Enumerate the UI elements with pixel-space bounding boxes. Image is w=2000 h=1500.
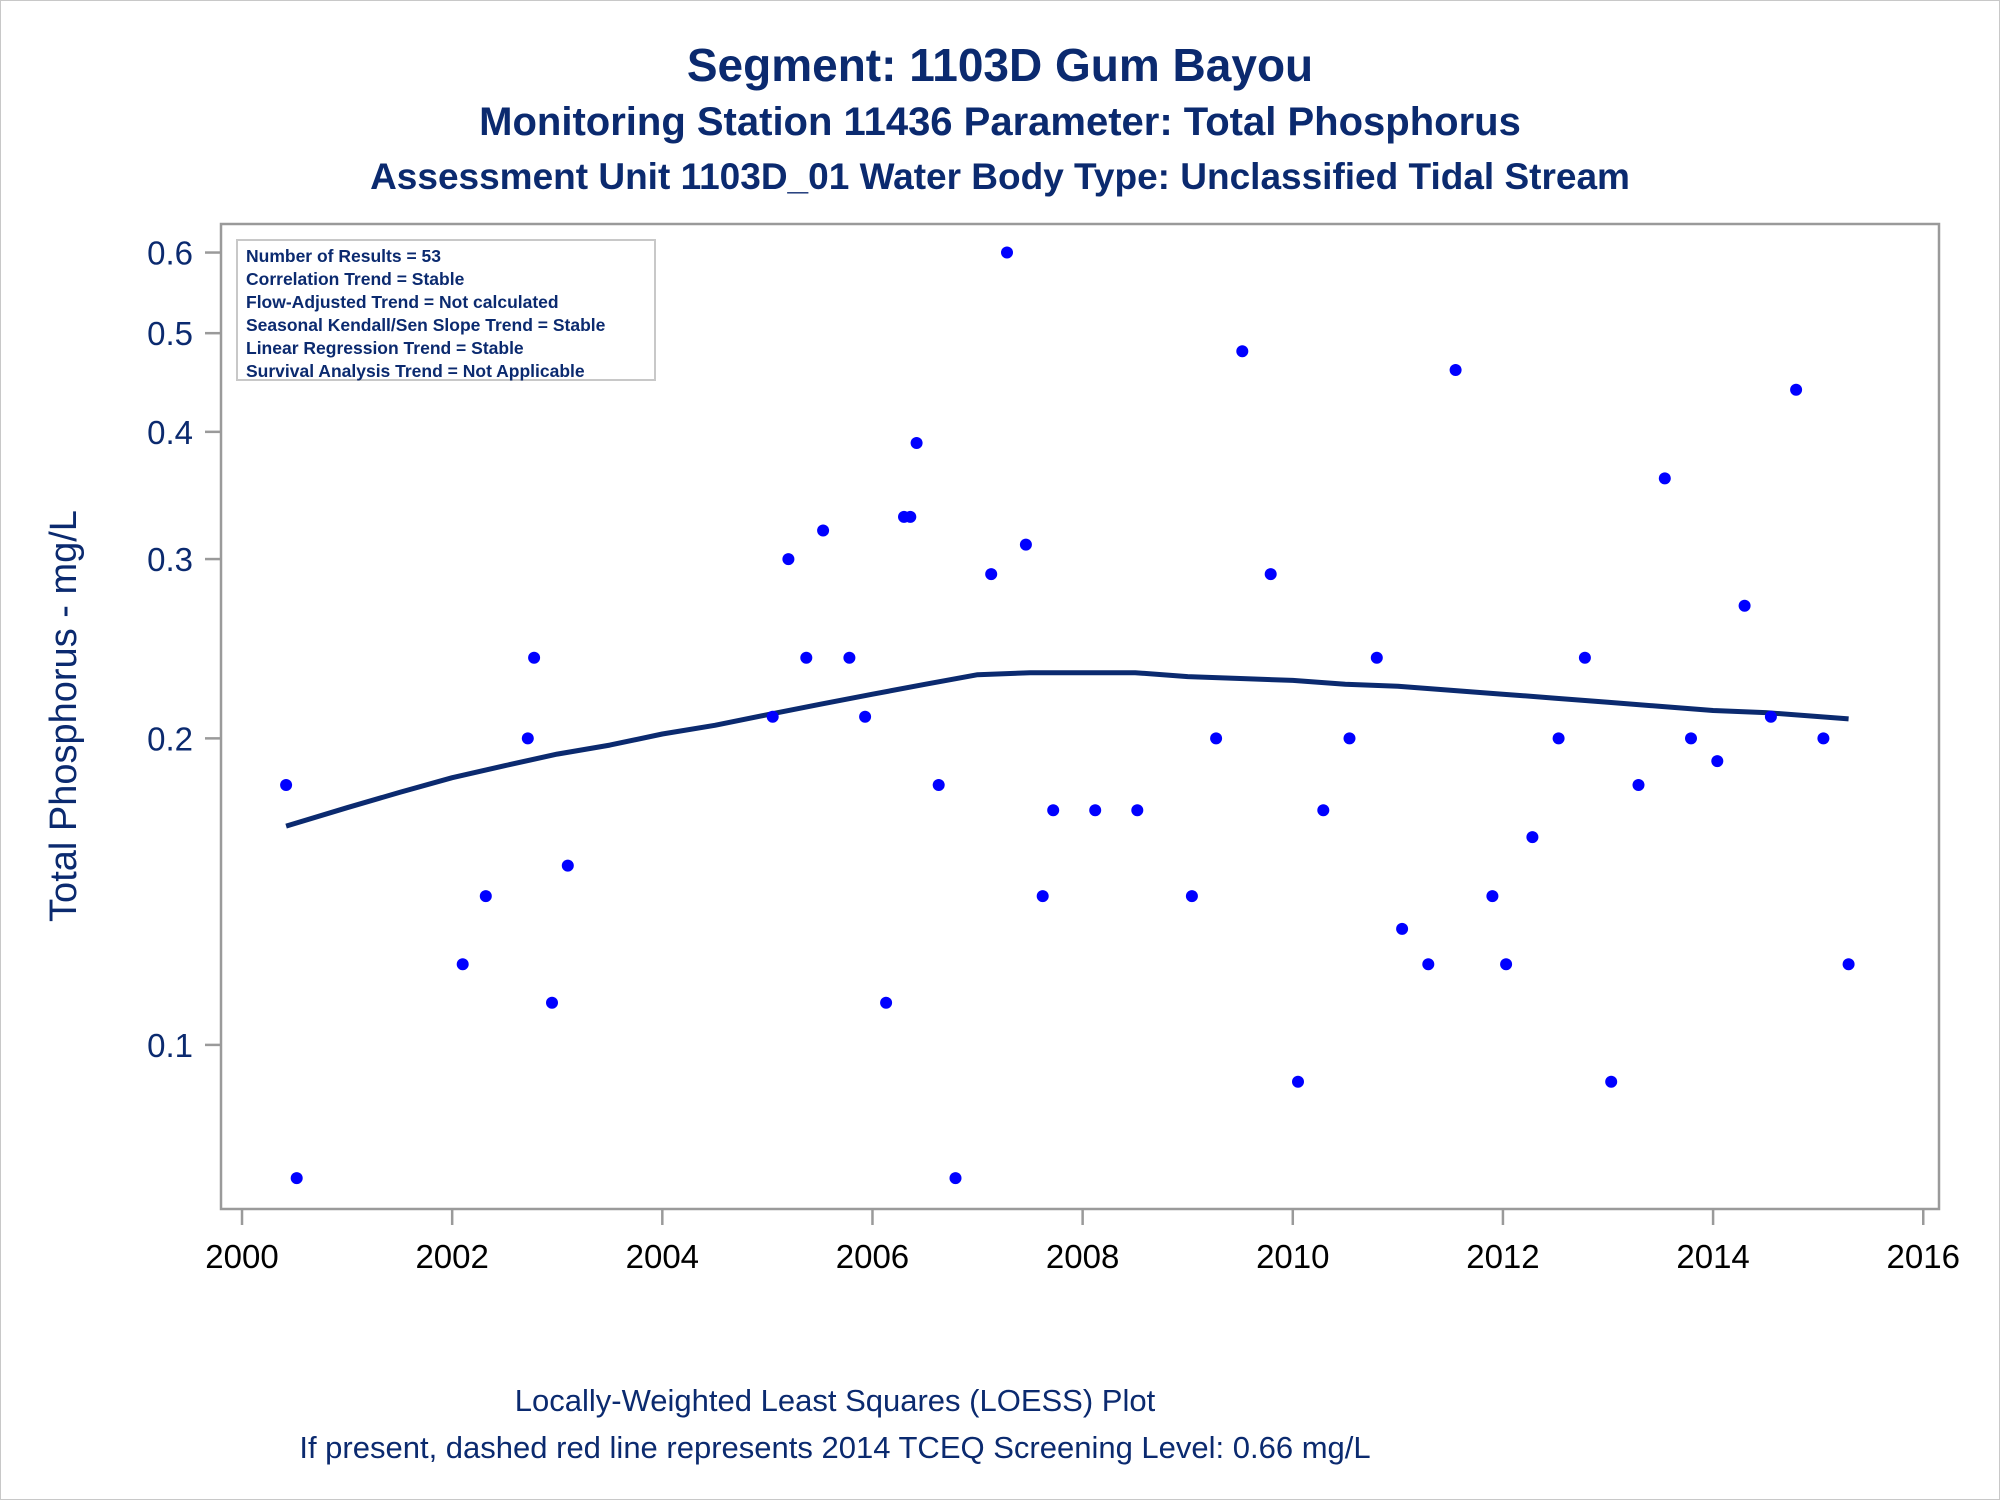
data-point: [1711, 755, 1724, 768]
data-point: [1605, 1075, 1618, 1088]
chart-title: Segment: 1103D Gum Bayou: [686, 39, 1314, 91]
data-point: [1500, 958, 1513, 971]
y-tick-label: 0.5: [147, 315, 193, 352]
data-point: [1578, 651, 1591, 664]
x-tick-label: 2010: [1256, 1238, 1329, 1275]
data-point: [1370, 651, 1383, 664]
data-point: [1552, 732, 1565, 745]
data-point: [1185, 890, 1198, 903]
y-tick-label: 0.4: [147, 414, 193, 451]
x-tick-label: 2014: [1676, 1238, 1749, 1275]
data-point: [1658, 472, 1671, 485]
data-point: [528, 651, 541, 664]
x-tick-label: 2004: [626, 1238, 699, 1275]
x-tick-label: 2012: [1466, 1238, 1539, 1275]
chart-subtitle-station: Monitoring Station 11436 Parameter: Tota…: [479, 100, 1521, 144]
stats-linear-regression-trend: Linear Regression Trend = Stable: [246, 338, 524, 358]
data-point: [1236, 345, 1249, 358]
data-point: [1526, 831, 1539, 844]
data-point: [290, 1172, 303, 1185]
data-point: [479, 890, 492, 903]
stats-survival-analysis-trend: Survival Analysis Trend = Not Applicable: [246, 361, 585, 381]
data-point: [843, 651, 856, 664]
data-point: [1486, 890, 1499, 903]
data-point: [1047, 804, 1060, 817]
y-tick-label: 0.6: [147, 235, 193, 272]
stats-seasonal-kendall-trend: Seasonal Kendall/Sen Slope Trend = Stabl…: [246, 315, 606, 335]
data-point: [1685, 732, 1697, 745]
data-point: [782, 553, 795, 566]
data-point: [880, 996, 893, 1009]
data-point: [1422, 958, 1435, 971]
data-point: [1210, 732, 1223, 745]
loess-trend-line: [285, 670, 1849, 829]
data-point: [1292, 1075, 1304, 1088]
trend-stats-box: Number of Results = 53 Correlation Trend…: [236, 239, 656, 381]
stats-number-of-results: Number of Results = 53: [246, 246, 441, 266]
data-point: [1817, 732, 1830, 745]
y-axis-label: Total Phosphorus - mg/L: [43, 510, 85, 922]
data-point: [1790, 383, 1803, 396]
data-points: [280, 246, 1855, 1185]
data-point: [1343, 732, 1356, 745]
data-point: [280, 779, 293, 791]
chart-subtitle-assessment: Assessment Unit 1103D_01 Water Body Type…: [370, 156, 1630, 197]
stats-correlation-trend: Correlation Trend = Stable: [246, 269, 465, 289]
data-point: [561, 859, 574, 872]
footnote-loess: Locally-Weighted Least Squares (LOESS) P…: [514, 1383, 1156, 1418]
data-point: [456, 958, 469, 971]
x-tick-label: 2002: [415, 1238, 488, 1275]
data-point: [1632, 779, 1645, 791]
x-tick-label: 2016: [1887, 1238, 1960, 1275]
y-tick-label: 0.2: [147, 720, 193, 757]
data-point: [859, 710, 872, 723]
data-point: [766, 710, 779, 723]
data-point: [521, 732, 534, 745]
data-point: [1264, 568, 1277, 581]
data-point: [1449, 364, 1462, 376]
data-point: [1001, 246, 1013, 259]
data-point: [904, 510, 917, 523]
data-point: [1089, 804, 1102, 817]
x-tick-label: 2006: [836, 1238, 909, 1275]
data-point: [800, 651, 813, 664]
data-point: [1019, 538, 1032, 551]
data-point: [949, 1172, 962, 1185]
data-point: [1036, 890, 1049, 903]
data-point: [910, 437, 923, 449]
data-point: [932, 779, 945, 791]
x-tick-label: 2000: [205, 1238, 278, 1275]
data-point: [1842, 958, 1855, 971]
data-point: [817, 524, 830, 537]
data-point: [1131, 804, 1144, 817]
y-tick-label: 0.3: [147, 541, 193, 578]
data-point: [1317, 804, 1330, 817]
x-tick-label: 2008: [1046, 1238, 1119, 1275]
y-axis: 0.1 0.2 0.3 0.4 0.5 0.6: [147, 235, 221, 1064]
stats-flow-adjusted-trend: Flow-Adjusted Trend = Not calculated: [246, 292, 559, 312]
y-tick-label: 0.1: [147, 1027, 193, 1064]
data-point: [546, 996, 558, 1009]
data-point: [1396, 922, 1409, 935]
footnote-screening-level: If present, dashed red line represents 2…: [299, 1430, 1371, 1465]
plot-area: [219, 222, 1941, 1211]
x-axis: 2000 2002 2004 2006 2008 2010 2012 2014 2016: [205, 1209, 1960, 1275]
data-point: [1738, 599, 1751, 612]
data-point: [1764, 710, 1777, 723]
data-point: [985, 568, 998, 581]
